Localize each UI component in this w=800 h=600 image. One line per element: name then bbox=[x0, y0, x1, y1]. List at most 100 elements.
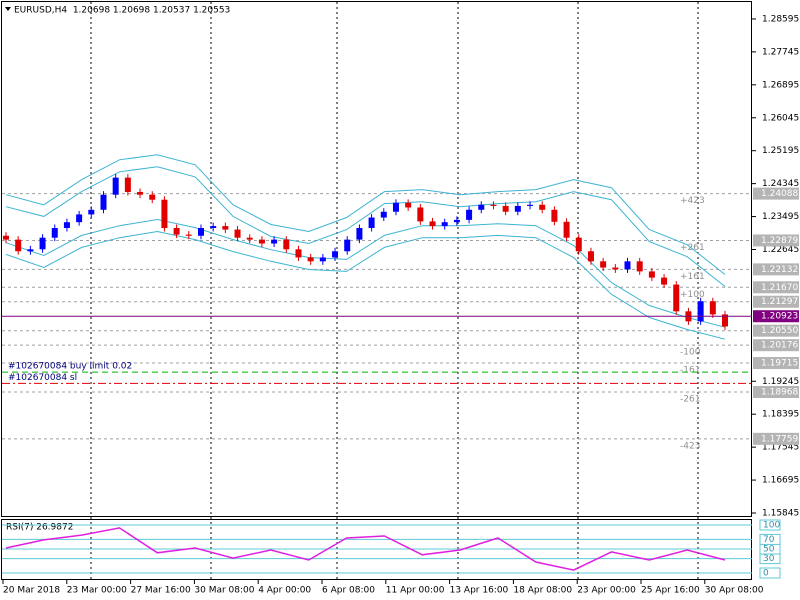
level-label: 1.20550 bbox=[761, 326, 798, 336]
candle-body bbox=[332, 251, 339, 258]
candle-body bbox=[466, 209, 473, 220]
level-text: -100 bbox=[680, 348, 701, 358]
y-tick-label: 1.28595 bbox=[762, 14, 799, 24]
x-tick-label: 4 Apr 00:00 bbox=[258, 586, 311, 596]
candle-body bbox=[600, 261, 607, 268]
x-tick-label: 11 Apr 00:00 bbox=[386, 586, 445, 596]
y-tick-label: 1.19245 bbox=[762, 377, 799, 387]
candle-body bbox=[271, 239, 278, 244]
candle-body bbox=[149, 194, 156, 200]
candle-body bbox=[258, 239, 265, 244]
candle-body bbox=[344, 239, 351, 252]
candle-body bbox=[185, 234, 192, 236]
x-tick-label: 25 Apr 16:00 bbox=[641, 586, 700, 596]
candle-body bbox=[612, 267, 619, 270]
rsi-tick-label: 30 bbox=[763, 554, 775, 564]
x-tick-label: 20 Mar 2018 bbox=[3, 586, 60, 596]
candle-body bbox=[124, 177, 131, 192]
candle-body bbox=[380, 211, 387, 218]
y-tick-label: 1.24345 bbox=[762, 179, 799, 189]
level-label: 1.18968 bbox=[761, 387, 798, 397]
candle-body bbox=[27, 249, 34, 252]
level-box bbox=[753, 339, 799, 352]
candle-body bbox=[3, 235, 9, 240]
candle-body bbox=[441, 222, 448, 227]
level-box bbox=[753, 357, 799, 370]
menu-arrow bbox=[5, 7, 11, 11]
candle-body bbox=[587, 251, 594, 262]
y-tick-label: 1.16695 bbox=[762, 476, 799, 486]
band-line bbox=[5, 154, 726, 275]
candle-body bbox=[478, 204, 485, 210]
candle-body bbox=[76, 214, 83, 223]
candle-body bbox=[636, 261, 643, 272]
candle-body bbox=[112, 177, 119, 195]
level-label: 1.21297 bbox=[761, 297, 798, 307]
level-box bbox=[753, 263, 799, 276]
level-box bbox=[753, 281, 799, 294]
level-text: -423 bbox=[680, 441, 700, 451]
rsi-tick-box bbox=[759, 567, 781, 579]
candle-body bbox=[453, 219, 460, 223]
level-box bbox=[753, 295, 799, 308]
level-box bbox=[753, 187, 799, 200]
candle-body bbox=[222, 226, 229, 230]
y-tick-label: 1.18395 bbox=[762, 410, 799, 420]
order-label: #102670084 sl bbox=[8, 373, 77, 383]
x-tick-label: 18 Apr 08:00 bbox=[513, 586, 572, 596]
rsi-tick-box bbox=[759, 533, 781, 545]
level-text: -261 bbox=[680, 394, 700, 404]
candle-body bbox=[490, 204, 497, 206]
current-price-label: 1.20923 bbox=[761, 312, 798, 322]
candle-body bbox=[51, 228, 58, 238]
level-label: 1.22132 bbox=[761, 265, 798, 275]
level-label: 1.24088 bbox=[761, 189, 798, 199]
candle-body bbox=[210, 226, 217, 229]
candle-body bbox=[100, 194, 107, 210]
x-tick-label: 23 Mar 00:00 bbox=[67, 586, 127, 596]
rsi-line bbox=[5, 527, 726, 571]
x-tick-label: 23 Apr 00:00 bbox=[577, 586, 636, 596]
candle-body bbox=[563, 221, 570, 238]
price-pane bbox=[1, 1, 752, 517]
rsi-tick-label: 100 bbox=[763, 521, 780, 531]
candle-body bbox=[648, 271, 655, 278]
band-line bbox=[5, 218, 726, 328]
candle-body bbox=[15, 239, 22, 252]
chart-title: EURUSD,H4 1.20698 1.20698 1.20537 1.2055… bbox=[14, 6, 230, 16]
candle-body bbox=[624, 261, 631, 270]
level-box bbox=[753, 324, 799, 337]
candle-body bbox=[319, 257, 326, 262]
candle-body bbox=[551, 209, 558, 222]
candle-body bbox=[429, 221, 436, 227]
candle-body bbox=[709, 301, 716, 315]
candle-body bbox=[295, 249, 302, 258]
candle-body bbox=[417, 207, 424, 222]
y-tick-label: 1.26895 bbox=[762, 80, 799, 90]
level-box bbox=[753, 234, 799, 247]
candle-body bbox=[283, 239, 290, 250]
level-box bbox=[753, 432, 799, 445]
candle-body bbox=[137, 191, 144, 195]
y-tick-label: 1.26045 bbox=[762, 113, 799, 123]
band-line bbox=[5, 166, 726, 287]
y-tick-label: 1.22645 bbox=[762, 245, 799, 255]
candle-body bbox=[234, 229, 241, 238]
rsi-title: RSI(7) 26.9872 bbox=[6, 523, 73, 533]
level-label: 1.19715 bbox=[761, 359, 798, 369]
candle-body bbox=[673, 284, 680, 312]
candle-body bbox=[514, 205, 521, 212]
current-price-box bbox=[753, 310, 799, 323]
band-line bbox=[5, 230, 726, 340]
rsi-tick-box bbox=[759, 519, 781, 531]
level-label: 1.20176 bbox=[761, 341, 798, 351]
candle-body bbox=[63, 222, 70, 229]
candle-body bbox=[197, 228, 204, 236]
level-label: 1.17759 bbox=[761, 434, 798, 444]
candle-body bbox=[368, 217, 375, 229]
separators bbox=[90, 2, 699, 579]
order-label: #102670084 buy limit 0.02 bbox=[8, 362, 132, 372]
candle-body bbox=[392, 202, 399, 212]
candle-body bbox=[697, 301, 704, 322]
